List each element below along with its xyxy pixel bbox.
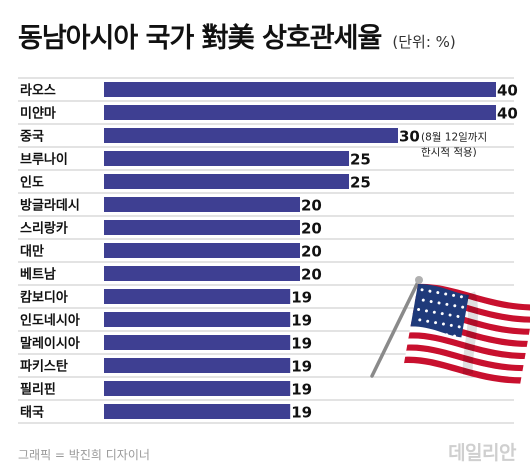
bar bbox=[104, 358, 291, 373]
category-label: 캄보디아 bbox=[20, 290, 68, 306]
bar bbox=[104, 82, 496, 97]
value-label: 19 bbox=[291, 335, 312, 353]
category-label: 파키스탄 bbox=[20, 359, 68, 375]
flag-star bbox=[456, 314, 460, 318]
bar bbox=[104, 335, 291, 350]
category-label: 필리핀 bbox=[20, 382, 56, 398]
flag-star bbox=[461, 305, 465, 309]
flag-star bbox=[445, 302, 449, 306]
category-label: 베트남 bbox=[20, 267, 56, 283]
category-label: 브루나이 bbox=[20, 152, 68, 168]
flag-star bbox=[437, 331, 441, 335]
flag-cloth bbox=[404, 283, 530, 384]
category-label: 태국 bbox=[20, 406, 44, 421]
flag-star bbox=[417, 307, 421, 311]
flag-stripe bbox=[405, 350, 523, 378]
unit-label: (단위: %) bbox=[392, 33, 456, 51]
flag-star bbox=[424, 309, 428, 313]
flag-stripe bbox=[408, 332, 526, 360]
annotation-note: 한시적 적용) bbox=[421, 147, 477, 159]
flag-shadow bbox=[462, 291, 478, 375]
flag-star bbox=[444, 292, 448, 296]
bar bbox=[104, 404, 291, 419]
flag-star bbox=[432, 310, 436, 314]
chart-title: 동남아시아 국가 對美 상호관세율 bbox=[18, 23, 382, 54]
flag-star bbox=[441, 322, 445, 326]
us-flag-icon bbox=[370, 276, 530, 384]
flag-pole bbox=[370, 280, 420, 378]
flag-pole-top bbox=[415, 276, 423, 284]
flag-star bbox=[413, 327, 417, 331]
category-label: 미얀마 bbox=[20, 106, 56, 122]
flag-star bbox=[434, 321, 438, 325]
bar bbox=[104, 381, 291, 396]
category-label: 말레이시아 bbox=[20, 336, 80, 352]
bar bbox=[104, 174, 349, 189]
category-label: 인도 bbox=[20, 175, 44, 191]
value-label: 20 bbox=[301, 197, 322, 215]
flag-star bbox=[418, 318, 422, 322]
category-label: 인도네시아 bbox=[20, 313, 80, 329]
flag-star bbox=[426, 319, 430, 323]
flag-star bbox=[453, 334, 457, 338]
flag-star bbox=[429, 330, 433, 334]
value-label: 19 bbox=[291, 404, 312, 422]
value-label: 25 bbox=[350, 151, 371, 169]
value-label: 19 bbox=[291, 312, 312, 330]
publisher-logo: 데일리안 bbox=[448, 442, 516, 464]
flag-star bbox=[445, 333, 449, 337]
title-row: 동남아시아 국가 對美 상호관세율 (단위: %) bbox=[18, 16, 518, 56]
flag-star bbox=[421, 298, 425, 302]
value-label: 20 bbox=[301, 220, 322, 238]
category-label: 대만 bbox=[20, 244, 44, 260]
graphic-credit: 그래픽 = 박진희 디자이너 bbox=[18, 448, 150, 462]
flag-star bbox=[428, 289, 432, 293]
value-label: 30 bbox=[399, 128, 420, 146]
flag-star bbox=[436, 291, 440, 295]
bar bbox=[104, 151, 349, 166]
flag-star bbox=[449, 323, 453, 327]
bar bbox=[104, 105, 496, 120]
flag-star bbox=[452, 293, 456, 297]
flag-star bbox=[437, 301, 441, 305]
flag-canton bbox=[410, 283, 469, 338]
value-label: 20 bbox=[301, 243, 322, 261]
flag-stripe bbox=[407, 338, 525, 366]
value-label: 19 bbox=[291, 381, 312, 399]
value-label: 25 bbox=[350, 174, 371, 192]
bar bbox=[104, 220, 300, 235]
flag-star bbox=[459, 295, 463, 299]
category-label: 방글라데시 bbox=[20, 198, 80, 214]
flag-star bbox=[448, 313, 452, 317]
flag-star bbox=[440, 312, 444, 316]
category-label: 중국 bbox=[20, 130, 44, 145]
category-label: 라오스 bbox=[20, 83, 56, 99]
flag-star bbox=[420, 288, 424, 292]
value-label: 19 bbox=[291, 289, 312, 307]
flag-star bbox=[457, 325, 461, 329]
value-label: 40 bbox=[497, 82, 518, 100]
flag-stripe bbox=[406, 344, 524, 372]
bar bbox=[104, 243, 300, 258]
value-label: 19 bbox=[291, 358, 312, 376]
flag-stripe bbox=[404, 356, 522, 384]
flag-star bbox=[421, 329, 425, 333]
flag-star bbox=[429, 300, 433, 304]
value-label: 40 bbox=[497, 105, 518, 123]
bar bbox=[104, 266, 300, 281]
bar bbox=[104, 128, 398, 143]
category-label: 스리랑카 bbox=[20, 221, 68, 237]
annotation-note: (8월 12일까지 bbox=[421, 131, 487, 144]
flag-star bbox=[453, 304, 457, 308]
bar bbox=[104, 289, 291, 304]
bar bbox=[104, 197, 300, 212]
value-label: 20 bbox=[301, 266, 322, 284]
bar bbox=[104, 312, 291, 327]
